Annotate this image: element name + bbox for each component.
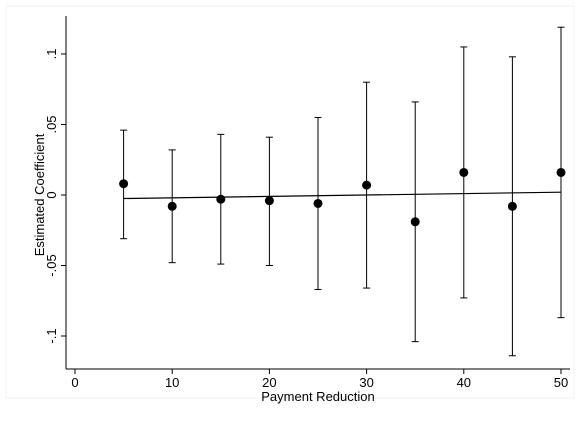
data-point bbox=[167, 201, 177, 211]
data-point bbox=[313, 198, 323, 208]
y-axis-title: Estimated Coefficient bbox=[32, 133, 47, 256]
y-tick-label: -.05 bbox=[44, 254, 59, 276]
x-tick-label: 20 bbox=[262, 375, 276, 390]
y-tick-label: .05 bbox=[44, 115, 59, 133]
x-tick-label: 40 bbox=[457, 375, 471, 390]
x-tick-label: 0 bbox=[71, 375, 78, 390]
x-tick-label: 10 bbox=[165, 375, 179, 390]
y-tick-label: 0 bbox=[44, 191, 59, 198]
data-point bbox=[556, 167, 566, 177]
data-point bbox=[216, 194, 226, 204]
fit-line bbox=[123, 191, 562, 200]
x-tick-label: 50 bbox=[554, 375, 568, 390]
data-point bbox=[362, 180, 372, 190]
data-point bbox=[507, 201, 517, 211]
y-tick-label: .1 bbox=[44, 49, 59, 60]
data-point bbox=[119, 179, 129, 189]
data-point bbox=[264, 196, 274, 206]
data-point bbox=[410, 217, 420, 227]
plot-frame bbox=[5, 5, 575, 399]
data-point bbox=[459, 167, 469, 177]
x-tick-label: 30 bbox=[359, 375, 373, 390]
x-axis-title: Payment Reduction bbox=[261, 389, 374, 404]
y-tick-label: -.1 bbox=[44, 328, 59, 343]
